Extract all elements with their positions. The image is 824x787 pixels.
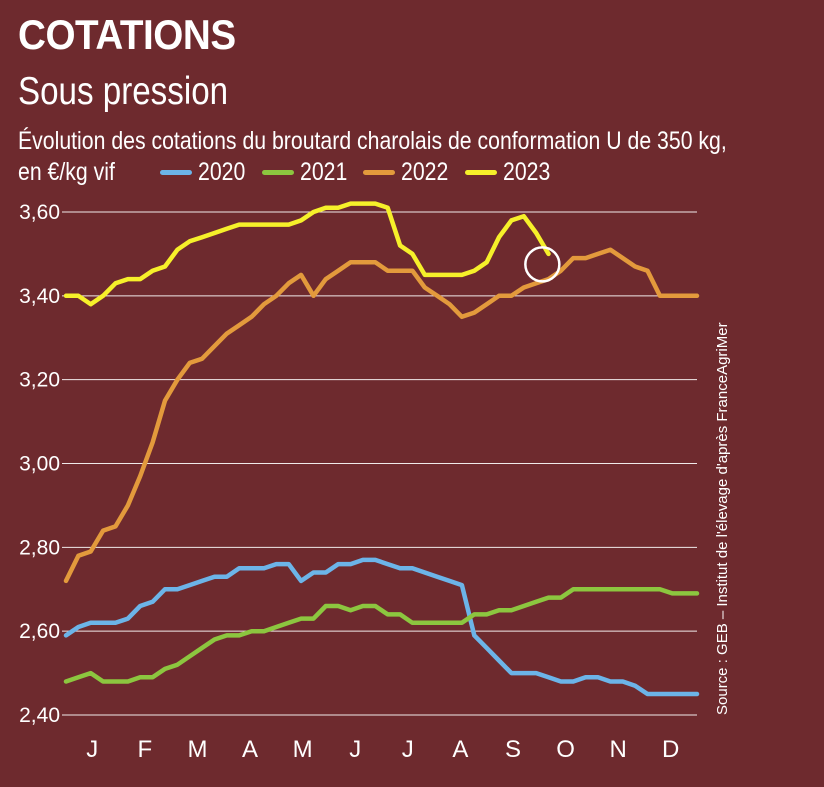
legend-item-2022: 2022 [363, 158, 449, 187]
legend-swatch-2023 [464, 170, 497, 175]
series-line-2021 [63, 586, 700, 684]
legend-label-2023: 2023 [502, 158, 551, 186]
chart-description: Évolution des cotations du broutard char… [18, 127, 727, 155]
x-tick-label: N [609, 736, 626, 763]
legend-label-2021: 2021 [299, 158, 347, 186]
legend-swatch-2021 [261, 170, 294, 175]
series-line-2023 [63, 201, 551, 307]
x-tick-label: M [187, 736, 207, 763]
legend-label-2020: 2020 [198, 158, 246, 186]
x-tick-label: J [349, 736, 361, 763]
legend-swatch-2020 [160, 170, 192, 175]
chart-subtitle: Sous pression [18, 70, 229, 113]
y-tick-label: 2,60 [19, 620, 60, 643]
y-tick-label: 2,80 [19, 536, 60, 559]
x-tick-label: M [293, 736, 313, 763]
legend-swatch-2022 [363, 170, 396, 175]
x-tick-label: A [452, 736, 468, 763]
y-tick-label: 3,00 [19, 453, 60, 476]
highlight-circle [524, 246, 561, 283]
legend-item-2020: 2020 [160, 158, 246, 187]
legend-item-2021: 2021 [261, 158, 348, 187]
x-tick-label: A [242, 736, 258, 763]
series-line-2020 [63, 557, 700, 697]
y-tick-label: 2,40 [19, 704, 60, 727]
x-tick-label: F [138, 736, 153, 763]
legend: 2020 2021 2022 2023 [160, 157, 567, 188]
chart-title: COTATIONS [18, 11, 236, 58]
y-axis-ticks: 2,40 2,60 2,80 3,00 3,20 3,40 3,60 [19, 201, 60, 727]
grid-lines [62, 211, 697, 716]
source-note: Source : GEB – Institut de l'élevage d'a… [714, 322, 731, 715]
unit-label: en €/kg vif [18, 158, 115, 186]
legend-item-2023: 2023 [464, 158, 551, 187]
series-line-2022 [63, 247, 700, 584]
x-tick-label: D [662, 736, 679, 763]
x-tick-label: S [505, 736, 521, 763]
y-tick-label: 3,20 [19, 369, 60, 392]
x-tick-label: O [556, 736, 575, 763]
legend-label-2022: 2022 [401, 158, 449, 186]
y-tick-label: 3,60 [19, 201, 60, 224]
x-tick-label: J [86, 736, 98, 763]
y-tick-label: 3,40 [19, 285, 60, 308]
series-lines [63, 201, 700, 697]
x-tick-label: J [402, 736, 414, 763]
